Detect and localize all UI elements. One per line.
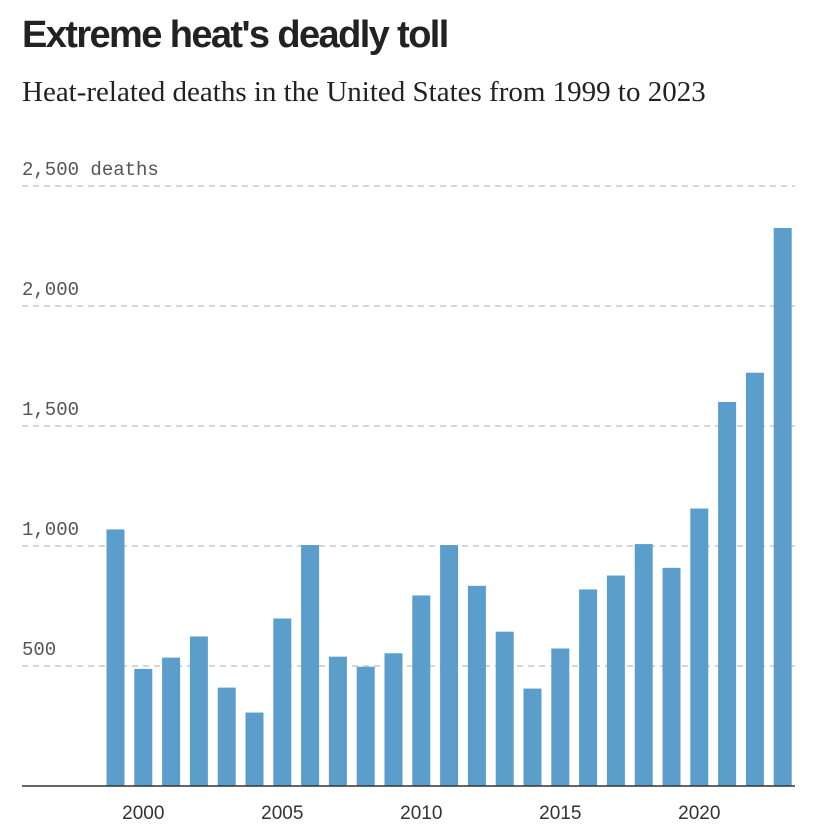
bar-2016 [579, 589, 598, 786]
bar-2014 [523, 688, 542, 786]
x-tick-label: 2020 [678, 803, 720, 824]
bar-2013 [495, 631, 514, 786]
bar-2011 [440, 545, 459, 786]
bar-2002 [189, 636, 208, 786]
bar-2003 [217, 687, 236, 786]
bar-2023 [773, 228, 792, 786]
bar-2021 [718, 402, 737, 786]
bar-2012 [467, 585, 486, 786]
chart-subtitle: Heat-related deaths in the United States… [22, 76, 706, 108]
bar-2020 [690, 508, 709, 786]
x-axis-ticks: 2000 2005 2010 2015 2020 [122, 803, 720, 824]
y-axis-ticks: 500 1,000 1,500 2,000 2,500 deaths [22, 159, 159, 661]
bar-2005 [273, 618, 292, 786]
bars [106, 228, 792, 786]
bar-2009 [384, 653, 403, 786]
x-tick-label: 2005 [261, 803, 303, 824]
bar-2004 [245, 712, 264, 786]
gridlines [22, 185, 795, 667]
x-tick-label: 2015 [539, 803, 581, 824]
bar-2010 [412, 595, 431, 786]
bar-2006 [301, 545, 320, 786]
chart-title: Extreme heat's deadly toll [22, 14, 449, 56]
bar-2017 [606, 575, 625, 786]
bar-1999 [106, 529, 125, 786]
bar-2001 [162, 657, 181, 786]
y-tick-label: 1,500 [22, 399, 79, 421]
bar-2008 [356, 666, 375, 786]
x-tick-label: 2010 [400, 803, 442, 824]
bar-2007 [328, 656, 347, 786]
bar-2019 [662, 567, 681, 786]
bar-2000 [134, 668, 153, 786]
bar-2015 [551, 648, 570, 786]
bar-2018 [634, 544, 653, 786]
y-tick-label: 1,000 [22, 519, 79, 541]
y-tick-label: 2,500 deaths [22, 159, 159, 181]
bar-2022 [745, 372, 764, 786]
y-tick-label: 2,000 [22, 279, 79, 301]
x-tick-label: 2000 [122, 803, 164, 824]
y-tick-label: 500 [22, 639, 56, 661]
